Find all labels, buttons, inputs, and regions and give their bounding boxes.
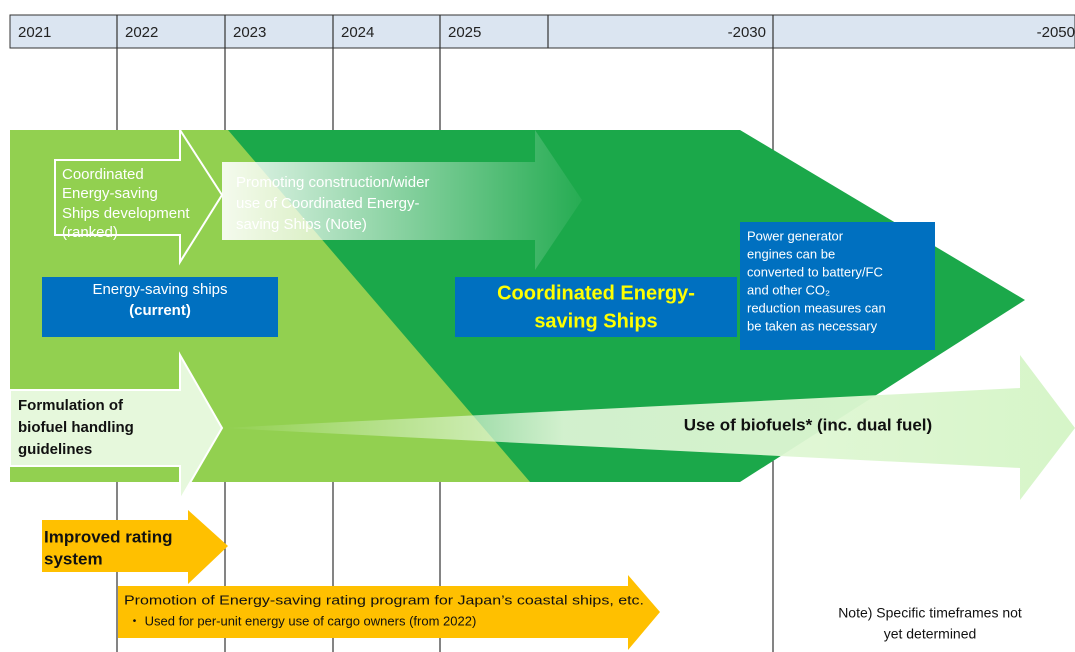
label-line: ・ Used for per-unit energy use of cargo … xyxy=(128,613,476,628)
label-line: Ships development xyxy=(62,205,190,222)
label-line: system xyxy=(44,549,103,568)
year: 2025 xyxy=(448,24,481,41)
year: -2050 xyxy=(1037,24,1075,41)
power-box xyxy=(740,222,935,350)
label-line: Formulation of xyxy=(18,397,124,414)
year: 2023 xyxy=(233,24,266,41)
current-box xyxy=(42,277,278,337)
label-line: Energy-saving ships xyxy=(92,281,227,298)
label-line: (ranked) xyxy=(62,224,118,241)
year: -2030 xyxy=(728,24,766,41)
label-line: Promoting construction/wider xyxy=(236,174,429,191)
label-line: converted to battery/FC xyxy=(747,264,883,279)
biofuel-arrow xyxy=(222,355,1075,500)
label-line: saving Ships (Note) xyxy=(236,216,367,233)
note-line: Note) Specific timeframes not xyxy=(838,605,1022,621)
label-line: use of Coordinated Energy- xyxy=(236,195,419,212)
label-line: Promotion of Energy-saving rating progra… xyxy=(124,592,644,607)
promoting-arrow xyxy=(222,130,582,270)
label-line: be taken as necessary xyxy=(747,318,878,333)
biofuel-label: Use of biofuels* (inc. dual fuel) xyxy=(684,415,932,434)
label-line: Coordinated xyxy=(62,166,144,183)
label-line: (current) xyxy=(129,302,191,319)
label-line: Coordinated Energy- xyxy=(497,282,695,304)
label-line: biofuel handling xyxy=(18,419,134,436)
power-label: Power generator engines can be converted… xyxy=(747,228,886,333)
year: 2022 xyxy=(125,24,158,41)
header-bar xyxy=(9,14,1075,49)
label-line: guidelines xyxy=(18,441,92,458)
promotion-arrow xyxy=(118,575,660,650)
year: 2021 xyxy=(18,24,51,41)
label-line: saving Ships xyxy=(534,310,657,332)
guidelines-arrow xyxy=(9,351,224,504)
development-arrow xyxy=(54,126,224,266)
label-line: reduction measures can xyxy=(747,300,886,315)
coordinated-box xyxy=(455,277,737,337)
label-line: engines can be xyxy=(747,246,835,261)
development-label: Coordinated Energy-saving Ships developm… xyxy=(62,166,190,241)
note-line: yet determined xyxy=(884,626,977,642)
rating-arrow xyxy=(42,510,228,584)
year: 2024 xyxy=(341,24,374,41)
label-line: and other CO₂ xyxy=(747,282,830,297)
label-line: Improved rating xyxy=(44,527,172,546)
label-line: Energy-saving xyxy=(62,185,158,202)
label-line: Power generator xyxy=(747,228,844,243)
promoting-label: Promoting construction/wider use of Coor… xyxy=(236,174,429,233)
guidelines-label: Formulation of biofuel handling guidelin… xyxy=(18,397,134,458)
